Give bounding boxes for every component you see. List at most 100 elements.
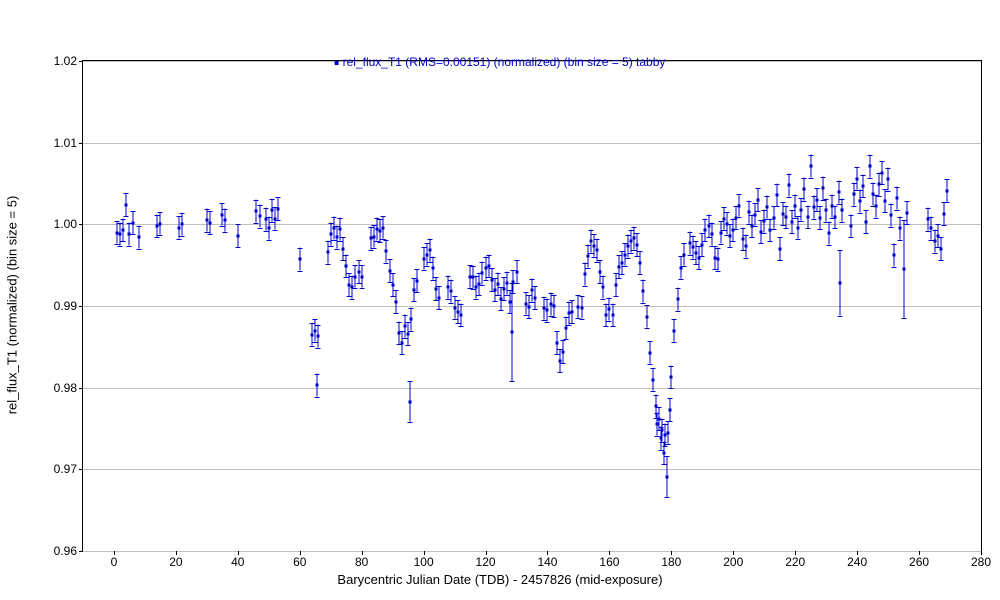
data-point [614, 283, 617, 286]
error-cap [601, 299, 606, 300]
data-point [510, 331, 513, 334]
error-cap [632, 227, 637, 228]
error-cap [530, 279, 535, 280]
data-point [645, 315, 648, 318]
data-point [447, 286, 450, 289]
error-cap [158, 235, 163, 236]
data-point [704, 229, 707, 232]
error-cap [855, 167, 860, 168]
x-tick-label: 120 [476, 551, 496, 569]
error-cap [570, 323, 575, 324]
error-cap [220, 203, 225, 204]
data-point [515, 270, 518, 273]
error-cap [790, 233, 795, 234]
error-cap [526, 318, 531, 319]
error-cap [715, 248, 720, 249]
y-tick-label: 0.96 [54, 544, 83, 558]
error-cap [777, 237, 782, 238]
error-cap [393, 313, 398, 314]
error-cap [314, 397, 319, 398]
error-cap [314, 374, 319, 375]
error-cap [675, 288, 680, 289]
error-cap [499, 310, 504, 311]
error-cap [434, 277, 439, 278]
x-tick-label: 20 [169, 551, 182, 569]
error-cap [316, 348, 321, 349]
data-point [181, 223, 184, 226]
error-cap [848, 215, 853, 216]
error-cap [564, 339, 569, 340]
error-cap [817, 206, 822, 207]
error-cap [384, 240, 389, 241]
error-cap [780, 202, 785, 203]
error-cap [796, 239, 801, 240]
error-cap [502, 300, 507, 301]
data-point [404, 325, 407, 328]
data-point [264, 218, 267, 221]
data-point [828, 232, 831, 235]
data-point [487, 264, 490, 267]
error-cap [839, 199, 844, 200]
data-point [747, 211, 750, 214]
error-cap [892, 267, 897, 268]
data-point [692, 246, 695, 249]
error-cap [641, 303, 646, 304]
data-point [534, 296, 537, 299]
error-cap [944, 179, 949, 180]
data-point [208, 221, 211, 224]
data-point [884, 199, 887, 202]
error-cap [458, 304, 463, 305]
y-axis-label: rel_flux_T1 (normalized) (bin size = 5) [5, 196, 20, 415]
error-cap [486, 255, 491, 256]
data-point [682, 253, 685, 256]
data-point [326, 251, 329, 254]
y-tick-label: 1.00 [54, 217, 83, 231]
data-point [493, 288, 496, 291]
error-cap [180, 236, 185, 237]
data-point [496, 282, 499, 285]
data-point [373, 235, 376, 238]
error-cap [867, 178, 872, 179]
data-point [408, 400, 411, 403]
error-cap [718, 244, 723, 245]
data-point [701, 243, 704, 246]
error-cap [666, 444, 671, 445]
data-point [438, 296, 441, 299]
data-point [942, 212, 945, 215]
error-cap [824, 199, 829, 200]
data-point [122, 229, 125, 232]
error-cap [341, 237, 346, 238]
error-cap [895, 210, 900, 211]
error-cap [836, 181, 841, 182]
error-cap [412, 301, 417, 302]
error-cap [328, 246, 333, 247]
error-cap [667, 421, 672, 422]
error-cap [424, 266, 429, 267]
error-cap [616, 278, 621, 279]
data-point [555, 341, 558, 344]
error-cap [381, 216, 386, 217]
data-point [670, 376, 673, 379]
error-cap [830, 195, 835, 196]
data-point [815, 198, 818, 201]
error-cap [787, 197, 792, 198]
error-cap [700, 256, 705, 257]
data-point [626, 245, 629, 248]
data-point [673, 329, 676, 332]
data-point [722, 217, 725, 220]
error-cap [650, 391, 655, 392]
data-point [503, 287, 506, 290]
data-point [642, 290, 645, 293]
error-cap [641, 280, 646, 281]
error-cap [904, 201, 909, 202]
error-cap [647, 341, 652, 342]
error-cap [752, 226, 757, 227]
error-cap [895, 187, 900, 188]
error-cap [644, 328, 649, 329]
error-cap [638, 251, 643, 252]
error-cap [653, 395, 658, 396]
error-cap [407, 422, 412, 423]
error-cap [477, 295, 482, 296]
error-cap [821, 177, 826, 178]
data-point [806, 215, 809, 218]
